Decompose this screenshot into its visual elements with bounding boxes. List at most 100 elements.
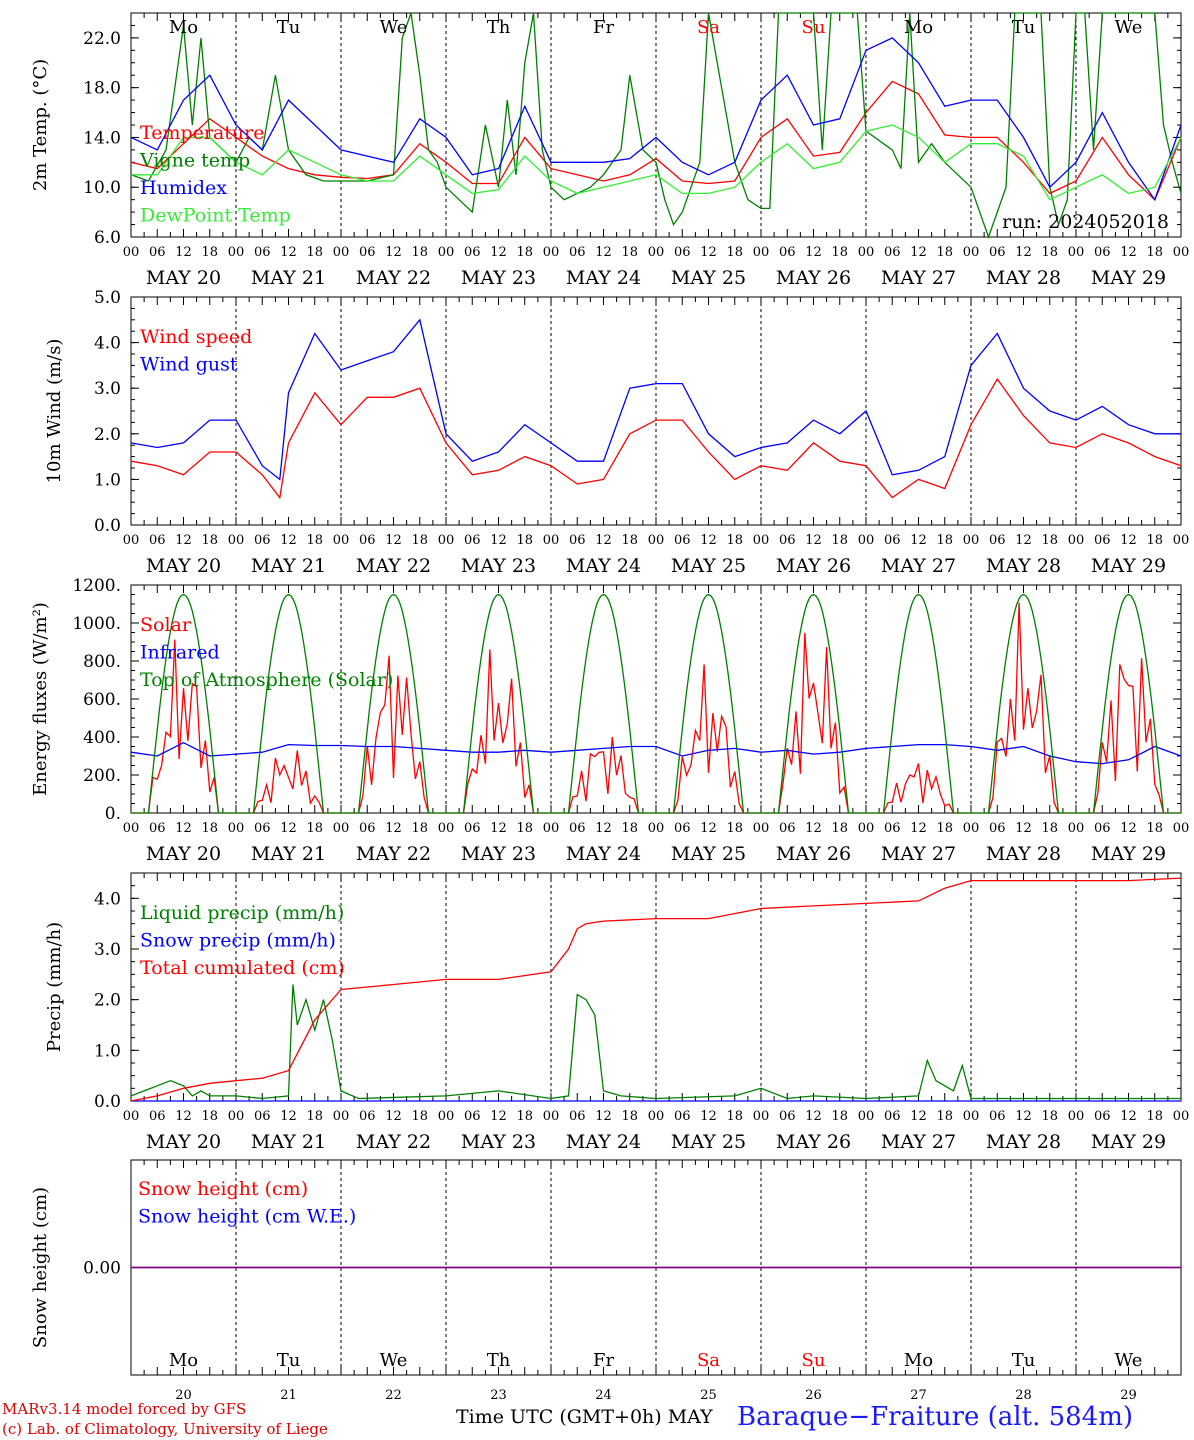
- y-tick-label: 5.0: [94, 288, 121, 308]
- hour-tick-label: 18: [831, 533, 848, 548]
- hour-tick-label: 18: [831, 1109, 848, 1124]
- date-label: MAY 26: [776, 843, 851, 865]
- y-tick-label: 18.0: [83, 79, 121, 99]
- hour-tick-label: 12: [280, 245, 297, 260]
- hour-tick-label: 06: [254, 821, 271, 836]
- hour-tick-label: 18: [726, 533, 743, 548]
- series-line-dewpoint-temp: [131, 124, 1182, 201]
- y-tick-label: 10.0: [83, 178, 121, 198]
- date-label: MAY 22: [356, 843, 431, 865]
- hour-tick-label: 18: [1041, 245, 1058, 260]
- hour-tick-label: 18: [411, 1109, 428, 1124]
- series-line-total-cumulated-cm-: [130, 877, 1182, 1102]
- hour-tick-label: 06: [464, 533, 481, 548]
- date-label: MAY 27: [881, 843, 956, 865]
- date-label: MAY 29: [1091, 843, 1166, 865]
- hour-tick-label: 18: [306, 245, 323, 260]
- hour-tick-label: 18: [516, 821, 533, 836]
- hour-tick-label: 06: [149, 245, 166, 260]
- hour-tick-label: 06: [884, 1109, 901, 1124]
- hour-tick-label: 12: [805, 821, 822, 836]
- hour-tick-label: 06: [674, 245, 691, 260]
- y-tick-label: 2.0: [94, 991, 121, 1011]
- date-label: MAY 23: [461, 843, 536, 865]
- hour-tick-label: 12: [175, 533, 192, 548]
- hour-tick-label: 18: [621, 245, 638, 260]
- hour-tick-label: 18: [1146, 821, 1163, 836]
- hour-tick-label: 18: [516, 1109, 533, 1124]
- hour-tick-label: 18: [306, 821, 323, 836]
- y-tick-label: 3.0: [94, 379, 121, 399]
- hour-tick-label: 06: [779, 533, 796, 548]
- day-number-label: 27: [910, 1388, 927, 1403]
- hour-tick-label: 00: [753, 821, 770, 836]
- hour-tick-label: 06: [779, 1109, 796, 1124]
- hour-tick-label: 06: [884, 821, 901, 836]
- hour-tick-label: 06: [1094, 245, 1111, 260]
- hour-tick-label: 12: [805, 533, 822, 548]
- hour-tick-label: 12: [490, 245, 507, 260]
- legend-entry: Temperature: [140, 122, 264, 144]
- hour-tick-label: 00: [963, 1109, 980, 1124]
- hour-tick-label: 06: [884, 245, 901, 260]
- day-number-label: 28: [1015, 1388, 1032, 1403]
- hour-tick-label: 06: [779, 245, 796, 260]
- run-annotation: run: 2024052018: [1002, 211, 1169, 233]
- legend-entry: DewPoint Temp: [140, 205, 291, 227]
- y-tick-label: 22.0: [83, 29, 121, 49]
- hour-tick-label: 12: [595, 245, 612, 260]
- hour-tick-label: 00: [753, 1109, 770, 1124]
- hour-tick-label: 00: [333, 245, 350, 260]
- hour-tick-label: 00: [1173, 821, 1190, 836]
- legend-entry: Liquid precip (mm/h): [140, 902, 344, 924]
- hour-tick-label: 18: [726, 245, 743, 260]
- date-label: MAY 24: [566, 555, 641, 577]
- hour-tick-label: 12: [1015, 1109, 1032, 1124]
- hour-tick-label: 18: [201, 533, 218, 548]
- hour-tick-label: 00: [123, 821, 140, 836]
- hour-tick-label: 12: [595, 533, 612, 548]
- date-label: MAY 24: [566, 267, 641, 289]
- hour-tick-label: 18: [1146, 533, 1163, 548]
- y-tick-label: 3.0: [94, 940, 121, 960]
- date-label: MAY 25: [671, 555, 746, 577]
- hour-tick-label: 06: [989, 245, 1006, 260]
- hour-tick-label: 18: [411, 533, 428, 548]
- day-number-label: 24: [595, 1388, 612, 1403]
- hour-tick-label: 06: [674, 1109, 691, 1124]
- hour-tick-label: 18: [936, 1109, 953, 1124]
- weekday-label: Sa: [697, 17, 720, 38]
- date-label: MAY 26: [776, 555, 851, 577]
- hour-tick-label: 12: [490, 821, 507, 836]
- date-label: MAY 25: [671, 1131, 746, 1153]
- date-label: MAY 28: [986, 843, 1061, 865]
- series-line-vigne-temp: [130, 12, 1182, 239]
- series-line-liquid-precip-mm-h-: [130, 984, 1181, 1100]
- y-axis-label: Precip (mm/h): [44, 922, 65, 1052]
- hour-tick-label: 12: [1120, 821, 1137, 836]
- hour-tick-label: 00: [123, 245, 140, 260]
- hour-tick-label: 12: [910, 533, 927, 548]
- weekday-label: Mo: [904, 17, 933, 38]
- hour-tick-label: 00: [438, 1109, 455, 1124]
- hour-tick-label: 18: [516, 245, 533, 260]
- hour-tick-label: 06: [989, 821, 1006, 836]
- hour-tick-label: 00: [333, 1109, 350, 1124]
- hour-tick-label: 06: [1094, 533, 1111, 548]
- hour-tick-label: 18: [831, 245, 848, 260]
- day-number-label: 21: [280, 1388, 297, 1403]
- day-number-label: 20: [175, 1388, 192, 1403]
- hour-tick-label: 06: [779, 821, 796, 836]
- y-tick-label: 2.0: [94, 425, 121, 445]
- y-tick-label: 800.: [83, 652, 121, 672]
- hour-tick-label: 18: [1041, 533, 1058, 548]
- hour-tick-label: 00: [543, 533, 560, 548]
- date-label: MAY 28: [986, 267, 1061, 289]
- date-label: MAY 27: [881, 1131, 956, 1153]
- date-label: MAY 22: [356, 555, 431, 577]
- hour-tick-label: 00: [228, 821, 245, 836]
- weekday-label: Mo: [169, 1350, 198, 1371]
- weekday-label: We: [380, 1350, 408, 1371]
- weekday-label: Th: [487, 1350, 511, 1371]
- hour-tick-label: 06: [674, 821, 691, 836]
